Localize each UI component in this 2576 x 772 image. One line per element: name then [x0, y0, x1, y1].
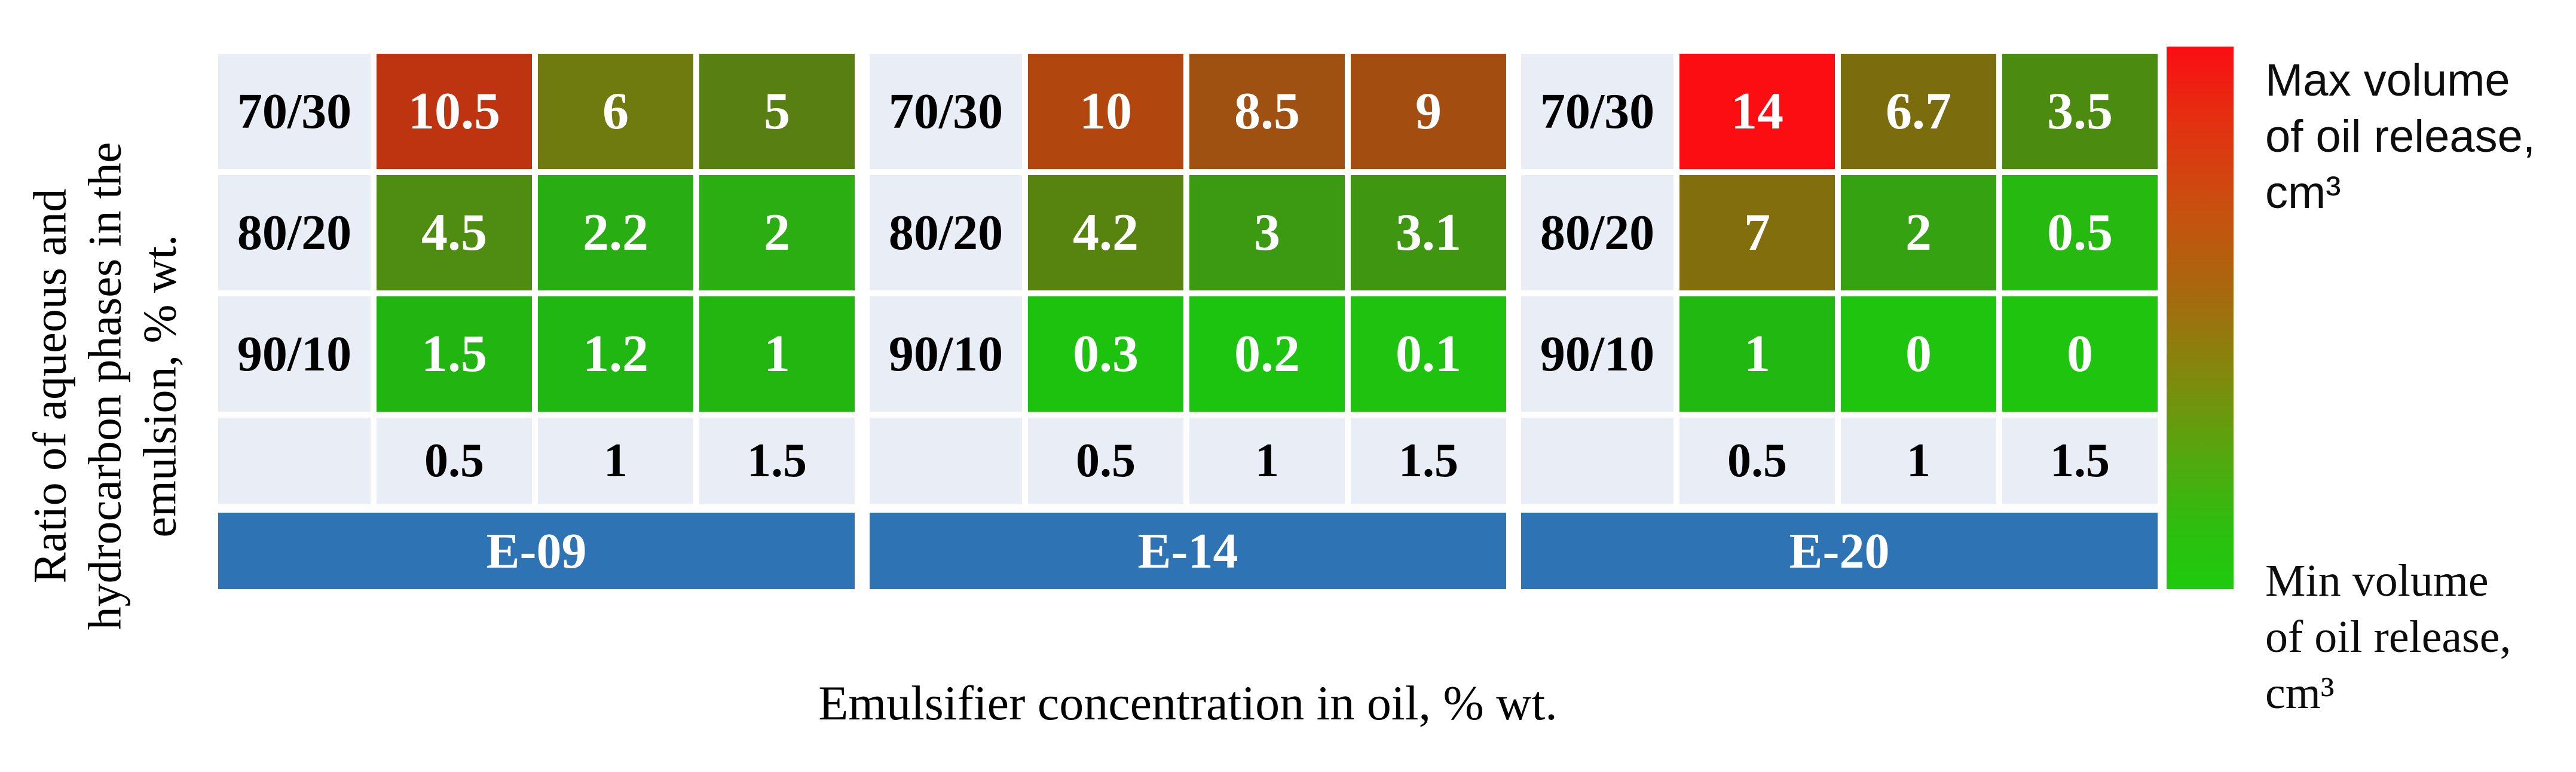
col-label: 0.5: [1028, 418, 1183, 504]
colorbar-min-label-line: of oil release,: [2265, 612, 2511, 663]
colorbar-min-label-line: cm³: [2265, 668, 2335, 719]
heatmap-table-e20: 70/30 14 6.7 3.5 80/20 7 2 0.5 90/10 1 0…: [1521, 54, 2158, 589]
heatmap-cell: 0: [1841, 296, 1996, 412]
colorbar-max-label-line: of oil release,: [2265, 111, 2536, 163]
heatmap-cell: 1.5: [377, 296, 532, 412]
row-label: 70/30: [870, 54, 1022, 169]
col-label: 1.5: [699, 418, 855, 504]
colorbar-min-label-line: Min volume: [2265, 556, 2489, 606]
row-label: 90/10: [218, 296, 371, 412]
heatmap-cell: 6.7: [1841, 54, 1996, 169]
y-axis-label-text: Ratio of aqueous and hydrocarbon phases …: [22, 142, 187, 630]
group-title-e09: E-09: [218, 513, 855, 589]
heatmap-cell: 2: [1841, 175, 1996, 290]
row-label: 80/20: [1521, 175, 1674, 290]
heatmap-cell: 1: [699, 296, 855, 412]
heatmap-cell: 3.5: [2002, 54, 2158, 169]
y-axis-label-line: emulsion, % wt.: [133, 234, 186, 538]
col-label: 0.5: [377, 418, 532, 504]
heatmap-cell: 2.2: [538, 175, 693, 290]
heatmap-cell: 0.5: [2002, 175, 2158, 290]
col-label: 1: [1841, 418, 1996, 504]
x-axis-label: Emulsifier concentration in oil, % wt.: [818, 676, 1558, 730]
heatmap-cell: 0.3: [1028, 296, 1183, 412]
row-label: 80/20: [218, 175, 371, 290]
heatmap-grid: 70/30 10 8.5 9 80/20 4.2 3 3.1 90/10 0.3…: [870, 54, 1506, 504]
corner-cell: [218, 418, 371, 504]
group-title-e14: E-14: [870, 513, 1506, 589]
heatmap-cell: 4.2: [1028, 175, 1183, 290]
col-label: 1: [538, 418, 693, 504]
heatmap-cell: 2: [699, 175, 855, 290]
heatmap-cell: 1.2: [538, 296, 693, 412]
corner-cell: [1521, 418, 1674, 504]
heatmap-table-e09: 70/30 10.5 6 5 80/20 4.5 2.2 2 90/10 1.5…: [218, 54, 855, 589]
y-axis-label-line: Ratio of aqueous and: [23, 188, 76, 584]
colorbar-max-label-line: Max volume: [2265, 55, 2510, 106]
heatmap-cell: 10: [1028, 54, 1183, 169]
row-label: 80/20: [870, 175, 1022, 290]
heatmap-table-e14: 70/30 10 8.5 9 80/20 4.2 3 3.1 90/10 0.3…: [870, 54, 1506, 589]
col-label: 1.5: [2002, 418, 2158, 504]
heatmap-grid: 70/30 10.5 6 5 80/20 4.5 2.2 2 90/10 1.5…: [218, 54, 855, 504]
heatmap-grid: 70/30 14 6.7 3.5 80/20 7 2 0.5 90/10 1 0…: [1521, 54, 2158, 504]
y-axis-label-line: hydrocarbon phases in the: [78, 142, 131, 630]
heatmap-cell: 14: [1679, 54, 1835, 169]
heatmap-cell: 5: [699, 54, 855, 169]
y-axis-label: Ratio of aqueous and hydrocarbon phases …: [11, 0, 199, 772]
heatmap-cell: 10.5: [377, 54, 532, 169]
row-label: 90/10: [1521, 296, 1674, 412]
colorbar-max-label: Max volume of oil release, cm³: [2265, 53, 2576, 222]
heatmap-cell: 1: [1679, 296, 1835, 412]
heatmap-cell: 0.2: [1189, 296, 1345, 412]
col-label: 1: [1189, 418, 1345, 504]
heatmap-cell: 6: [538, 54, 693, 169]
colorbar-gradient: [2167, 47, 2234, 589]
corner-cell: [870, 418, 1022, 504]
row-label: 70/30: [1521, 54, 1674, 169]
col-label: 1.5: [1351, 418, 1506, 504]
colorbar-max-label-line: cm³: [2265, 167, 2341, 219]
heatmap-tables: 70/30 10.5 6 5 80/20 4.5 2.2 2 90/10 1.5…: [218, 54, 2158, 589]
heatmap-cell: 0: [2002, 296, 2158, 412]
col-label: 0.5: [1679, 418, 1835, 504]
colorbar-min-label: Min volume of oil release, cm³: [2265, 553, 2576, 722]
row-label: 90/10: [870, 296, 1022, 412]
heatmap-cell: 8.5: [1189, 54, 1345, 169]
heatmap-cell: 4.5: [377, 175, 532, 290]
row-label: 70/30: [218, 54, 371, 169]
heatmap-cell: 3: [1189, 175, 1345, 290]
heatmap-cell: 9: [1351, 54, 1506, 169]
group-title-e20: E-20: [1521, 513, 2158, 589]
heatmap-cell: 0.1: [1351, 296, 1506, 412]
heatmap-cell: 7: [1679, 175, 1835, 290]
heatmap-cell: 3.1: [1351, 175, 1506, 290]
